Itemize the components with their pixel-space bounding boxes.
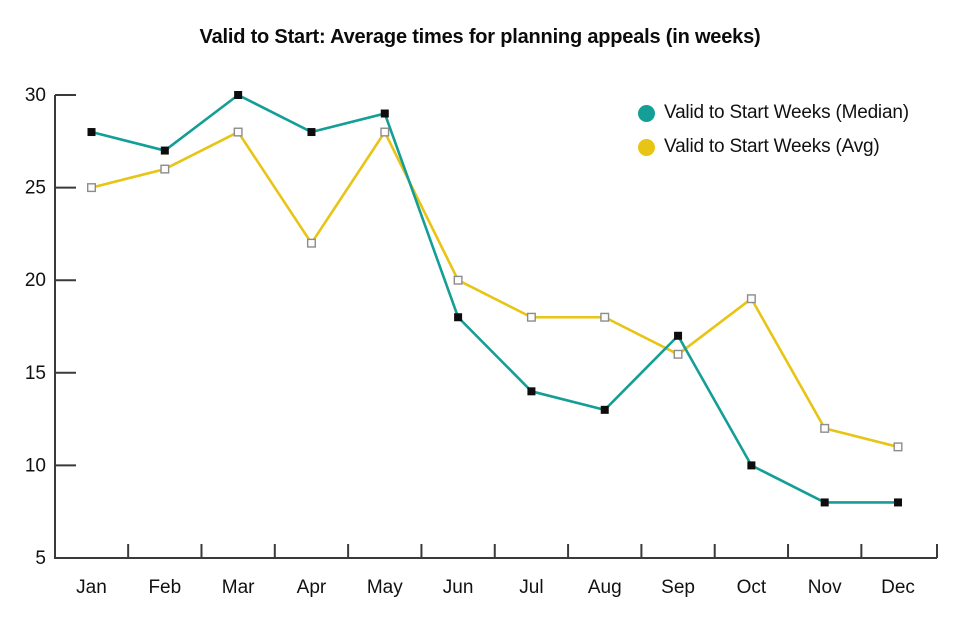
chart-title: Valid to Start: Average times for planni… <box>199 26 761 48</box>
x-tick-label: Dec <box>881 577 915 598</box>
x-tick-label: Aug <box>588 577 622 598</box>
avg-point-marker <box>526 312 536 322</box>
x-tick-label: Feb <box>148 577 181 598</box>
legend-label-median: Valid to Start Weeks (Median) <box>664 102 909 123</box>
median-point-marker <box>820 498 829 507</box>
x-tick-label: Apr <box>297 577 327 598</box>
median-point-marker <box>747 461 756 470</box>
legend-label-avg: Valid to Start Weeks (Avg) <box>664 136 880 157</box>
avg-point-marker <box>673 349 683 359</box>
avg-series-swatch-icon <box>638 138 655 156</box>
y-tick-label: 20 <box>25 270 46 291</box>
x-tick-label: Nov <box>808 577 842 598</box>
avg-point-marker <box>233 127 243 137</box>
avg-point-marker <box>453 275 463 285</box>
x-tick-label: Oct <box>737 577 767 598</box>
x-tick-label: Jan <box>76 577 107 598</box>
avg-point-marker <box>86 183 96 193</box>
x-tick-label: Jun <box>443 577 474 598</box>
legend-item-avg: Valid to Start Weeks (Avg) <box>638 135 909 159</box>
median-point-marker <box>600 405 609 414</box>
legend-item-median: Valid to Start Weeks (Median) <box>638 101 909 125</box>
avg-point-marker <box>160 164 170 174</box>
median-point-marker <box>234 91 243 99</box>
x-tick-label: May <box>367 577 403 598</box>
median-point-marker <box>527 387 536 396</box>
y-tick-label: 10 <box>25 455 46 476</box>
avg-point-marker <box>600 312 610 322</box>
avg-series-line <box>90 130 900 449</box>
x-tick-label: Sep <box>661 577 695 598</box>
avg-point-marker <box>746 294 756 304</box>
y-tick-label: 5 <box>35 548 46 569</box>
median-point-marker <box>380 109 389 118</box>
median-point-marker <box>160 146 169 155</box>
x-tick-label: Jul <box>519 577 543 598</box>
y-tick-label: 15 <box>25 363 46 384</box>
avg-point-marker <box>893 442 903 452</box>
median-point-marker <box>674 331 683 340</box>
median-series-line <box>90 93 900 504</box>
avg-point-marker <box>820 423 830 433</box>
median-point-marker <box>894 498 903 507</box>
avg-point-marker <box>306 238 316 248</box>
median-point-marker <box>454 313 463 322</box>
y-tick-label: 30 <box>25 85 46 106</box>
median-series-swatch-icon <box>638 104 655 122</box>
legend: Valid to Start Weeks (Median) Valid to S… <box>638 101 909 169</box>
avg-point-marker <box>380 127 390 137</box>
y-tick-label: 25 <box>25 178 46 199</box>
x-tick-label: Mar <box>222 577 255 598</box>
median-point-marker <box>307 128 316 137</box>
median-point-marker <box>87 128 96 137</box>
